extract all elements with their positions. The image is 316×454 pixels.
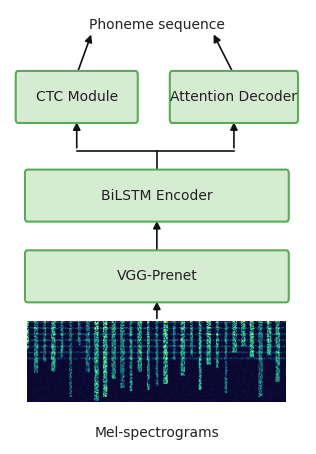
Text: Mel-spectrograms: Mel-spectrograms bbox=[94, 426, 219, 440]
FancyBboxPatch shape bbox=[25, 250, 289, 302]
FancyBboxPatch shape bbox=[170, 71, 298, 123]
Text: BiLSTM Encoder: BiLSTM Encoder bbox=[101, 188, 213, 202]
Text: CTC Module: CTC Module bbox=[36, 90, 118, 104]
FancyBboxPatch shape bbox=[16, 71, 138, 123]
Text: VGG-Prenet: VGG-Prenet bbox=[117, 269, 197, 283]
Text: Attention Decoder: Attention Decoder bbox=[170, 90, 297, 104]
FancyBboxPatch shape bbox=[25, 170, 289, 222]
Text: Phoneme sequence: Phoneme sequence bbox=[89, 19, 225, 33]
